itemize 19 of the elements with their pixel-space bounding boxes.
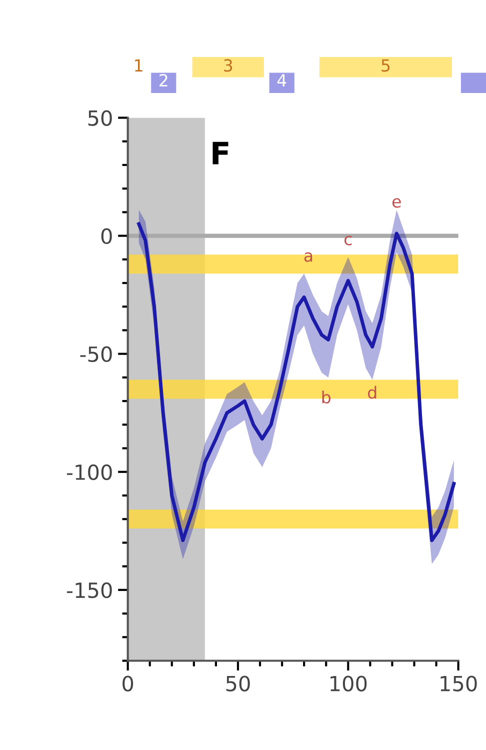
text: 2 — [160, 74, 168, 86]
x-tick-label: 0 — [122, 676, 134, 692]
annotation: F — [212, 142, 228, 164]
annotation: e — [392, 198, 401, 208]
annotation: a — [304, 252, 312, 262]
y-tick-label: -150 — [66, 582, 112, 598]
x-tick-label: 100 — [330, 676, 367, 692]
text: 1 — [135, 59, 142, 72]
text: 4 — [277, 74, 286, 86]
text: 3 — [224, 59, 232, 72]
x-tick-label: 50 — [226, 676, 250, 692]
y-tick-label: -50 — [80, 346, 112, 362]
y-tick-label: 0 — [101, 228, 112, 244]
y-tick-label: 50 — [88, 110, 112, 126]
x-tick-label: 150 — [440, 676, 477, 692]
annotation: c — [344, 236, 352, 246]
annotation: d — [368, 386, 376, 399]
text: 5 — [382, 59, 390, 72]
y-tick-label: -100 — [66, 464, 112, 480]
